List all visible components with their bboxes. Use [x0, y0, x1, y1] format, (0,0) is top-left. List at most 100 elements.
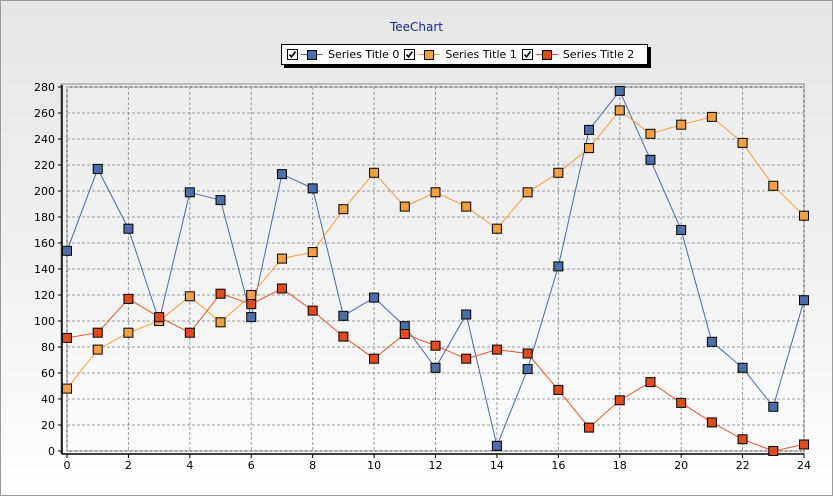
- series-2-point-17: [584, 422, 595, 433]
- series-2-point-18: [614, 395, 625, 406]
- series-1-point-17: [584, 143, 595, 154]
- legend-label-series-1: Series Title 1: [445, 48, 517, 61]
- y-tick-label-3: 60: [41, 367, 55, 380]
- series-2-point-24: [799, 439, 809, 450]
- series-2-point-21: [706, 417, 717, 428]
- series-2-point-3: [154, 312, 165, 323]
- legend-checkbox-series-2[interactable]: [521, 49, 533, 60]
- y-tick-label-8: 160: [34, 237, 55, 250]
- y-tick-label-9: 180: [34, 211, 55, 224]
- x-tick-label-10: 20: [674, 459, 688, 472]
- series-0-point-17: [584, 124, 595, 135]
- checkmark-icon: [406, 51, 414, 59]
- series-2-point-6: [246, 299, 257, 310]
- series-1-point-19: [645, 128, 656, 139]
- series-0-point-7: [276, 169, 287, 180]
- x-tick-label-11: 22: [736, 459, 750, 472]
- series-1-point-12: [430, 187, 441, 198]
- legend: Series Title 0 Series Title 1 Series Tit…: [281, 44, 648, 65]
- series-1-point-21: [706, 111, 717, 122]
- series-2-point-16: [553, 384, 564, 395]
- series-0-point-14: [491, 440, 502, 451]
- series-2-point-14: [491, 344, 502, 355]
- legend-item-series-2[interactable]: Series Title 2: [521, 48, 634, 61]
- y-tick-label-11: 220: [34, 159, 55, 172]
- series-0-point-2: [123, 223, 134, 234]
- series-2-point-10: [369, 353, 380, 364]
- x-tick-label-6: 12: [429, 459, 443, 472]
- legend-label-series-0: Series Title 0: [328, 48, 400, 61]
- series-1-point-8: [307, 247, 318, 258]
- legend-swatch-series-2: [535, 49, 558, 60]
- y-tick-label-14: 280: [34, 81, 55, 94]
- series-0-point-18: [614, 85, 625, 96]
- legend-checkbox-series-1[interactable]: [404, 49, 416, 60]
- y-tick-label-1: 20: [41, 419, 55, 432]
- series-1-point-22: [737, 137, 748, 148]
- series-0-point-1: [92, 163, 103, 174]
- series-2-point-22: [737, 434, 748, 445]
- series-2-point-12: [430, 340, 441, 351]
- series-1-point-11: [399, 201, 410, 212]
- series-0-point-21: [706, 336, 717, 347]
- x-tick-label-3: 6: [248, 459, 255, 472]
- series-2-point-19: [645, 377, 656, 388]
- y-tick-label-2: 40: [41, 393, 55, 406]
- series-1-point-4: [184, 291, 195, 302]
- series-1-point-2: [123, 327, 134, 338]
- x-tick-label-9: 18: [613, 459, 627, 472]
- legend-checkbox-series-0[interactable]: [287, 49, 298, 60]
- series-1-point-7: [276, 253, 287, 264]
- series-1-point-0: [62, 383, 72, 394]
- series-0-point-4: [184, 187, 195, 198]
- series-2-point-1: [92, 327, 103, 338]
- series-0-point-16: [553, 261, 564, 272]
- checkmark-icon: [523, 51, 531, 59]
- y-tick-label-4: 80: [41, 341, 55, 354]
- x-tick-label-5: 10: [367, 459, 381, 472]
- series-1-point-9: [338, 204, 349, 215]
- x-tick-label-2: 4: [186, 459, 193, 472]
- y-tick-label-10: 200: [34, 185, 55, 198]
- x-tick-label-0: 0: [64, 459, 71, 472]
- series-2-point-0: [62, 332, 72, 343]
- x-tick-label-7: 14: [490, 459, 504, 472]
- legend-item-series-1[interactable]: Series Title 1: [404, 48, 517, 61]
- y-tick-label-0: 0: [48, 445, 55, 458]
- series-0-point-5: [215, 195, 226, 206]
- series-2-point-4: [184, 327, 195, 338]
- series-0-point-10: [369, 292, 380, 303]
- series-2-point-11: [399, 329, 410, 339]
- series-0-point-13: [461, 309, 472, 320]
- series-2-point-7: [276, 283, 287, 294]
- series-1-point-15: [522, 187, 533, 198]
- checkmark-icon: [288, 51, 297, 59]
- y-tick-label-6: 120: [34, 289, 55, 302]
- y-tick-label-13: 260: [34, 107, 55, 120]
- series-1-point-10: [369, 167, 380, 178]
- series-2-point-23: [768, 446, 779, 456]
- series-1-point-16: [553, 167, 564, 178]
- series-1-point-13: [461, 201, 472, 212]
- series-1-point-14: [491, 223, 502, 234]
- x-tick-label-4: 8: [309, 459, 316, 472]
- series-0-point-19: [645, 154, 656, 165]
- series-1-point-24: [799, 210, 809, 221]
- series-2-point-8: [307, 305, 318, 316]
- legend-item-series-0[interactable]: Series Title 0: [287, 48, 399, 61]
- chart-title: TeeChart: [389, 20, 444, 34]
- series-2-point-15: [522, 348, 533, 359]
- series-1-point-18: [614, 105, 625, 116]
- series-1-point-5: [215, 317, 226, 328]
- series-0-point-23: [768, 401, 779, 412]
- series-2-point-9: [338, 331, 349, 342]
- series-0-point-8: [307, 183, 318, 194]
- x-tick-label-8: 16: [551, 459, 565, 472]
- y-tick-label-5: 100: [34, 315, 55, 328]
- series-2-point-2: [123, 293, 134, 304]
- legend-swatch-series-0: [301, 49, 323, 60]
- legend-swatch-series-1: [418, 49, 441, 60]
- series-1-point-23: [768, 180, 779, 191]
